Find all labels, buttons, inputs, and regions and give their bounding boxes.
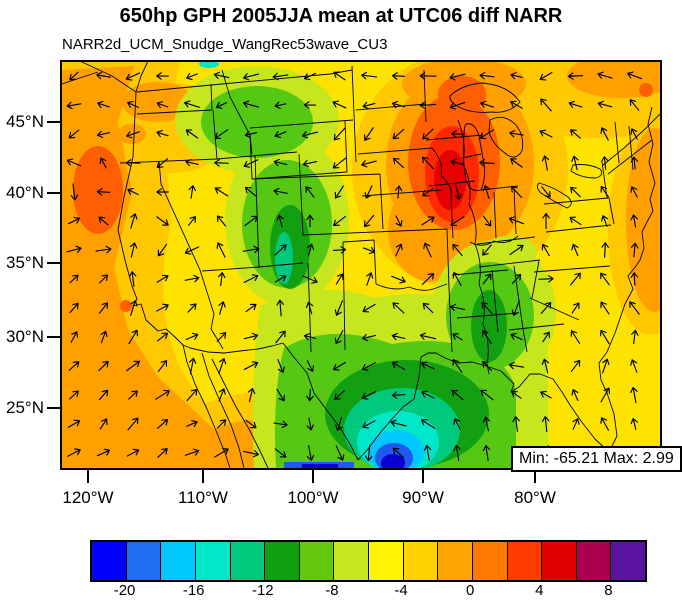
x-tick-label: 90°W bbox=[402, 488, 444, 507]
y-tick-mark bbox=[47, 336, 60, 338]
colorbar-segment bbox=[611, 542, 645, 580]
colorbar-tick-label: -16 bbox=[182, 582, 205, 599]
x-tick-label: 100°W bbox=[287, 488, 339, 507]
colorbar-segment bbox=[126, 542, 162, 580]
colorbar-segment bbox=[299, 542, 335, 580]
y-tick-label: 30°N bbox=[6, 327, 44, 346]
x-tick-label: 80°W bbox=[514, 488, 556, 507]
wind-vector-arrows bbox=[66, 71, 642, 462]
field-fill-layer bbox=[62, 62, 660, 468]
colorbar-segment bbox=[230, 542, 266, 580]
colorbar-segment bbox=[334, 542, 369, 580]
colorbar-segment bbox=[472, 542, 508, 580]
y-tick-mark bbox=[47, 121, 60, 123]
y-tick-mark bbox=[47, 192, 60, 194]
colorbar-segment bbox=[403, 542, 439, 580]
y-tick-label: 45°N bbox=[6, 112, 44, 131]
x-tick-mark bbox=[534, 470, 536, 483]
map-frame bbox=[60, 60, 662, 470]
colorbar-segment bbox=[195, 542, 231, 580]
x-tick-mark bbox=[202, 470, 204, 483]
x-tick-mark bbox=[422, 470, 424, 483]
colorbar-tick-label: 8 bbox=[604, 582, 613, 599]
y-tick-label: 35°N bbox=[6, 253, 44, 272]
x-tick-label: 120°W bbox=[62, 488, 114, 507]
plot-subtitle: NARR2d_UCM_Snudge_WangRec53wave_CU3 bbox=[62, 36, 388, 53]
colorbar-tick-label: -4 bbox=[394, 582, 408, 599]
colorbar-tick-label: -8 bbox=[325, 582, 339, 599]
coastline-outline bbox=[62, 62, 656, 468]
colorbar-segment bbox=[542, 542, 577, 580]
colorbar-segment bbox=[92, 542, 127, 580]
colorbar bbox=[90, 540, 647, 582]
gph-difference-field bbox=[62, 62, 660, 468]
y-tick-mark bbox=[47, 407, 60, 409]
colorbar-segment bbox=[576, 542, 612, 580]
colorbar-tick-label: -20 bbox=[113, 582, 136, 599]
y-tick-mark bbox=[47, 262, 60, 264]
colorbar-segment bbox=[161, 542, 196, 580]
x-tick-mark bbox=[87, 470, 89, 483]
x-tick-label: 110°W bbox=[178, 488, 228, 507]
minmax-annotation: Min: -65.21 Max: 2.99 bbox=[511, 446, 682, 472]
colorbar-segment bbox=[507, 542, 543, 580]
y-tick-label: 40°N bbox=[6, 183, 44, 202]
colorbar-tick-label: 0 bbox=[466, 582, 475, 599]
colorbar-tick-label: 4 bbox=[535, 582, 544, 599]
colorbar-segment bbox=[369, 542, 404, 580]
y-tick-label: 25°N bbox=[6, 398, 44, 417]
colorbar-segment bbox=[265, 542, 300, 580]
great-lakes-outline bbox=[449, 82, 660, 209]
colorbar-segment bbox=[438, 542, 473, 580]
plot-title: 650hp GPH 2005JJA mean at UTC06 diff NAR… bbox=[119, 5, 563, 27]
x-tick-mark bbox=[312, 470, 314, 483]
colorbar-tick-label: -12 bbox=[251, 582, 274, 599]
